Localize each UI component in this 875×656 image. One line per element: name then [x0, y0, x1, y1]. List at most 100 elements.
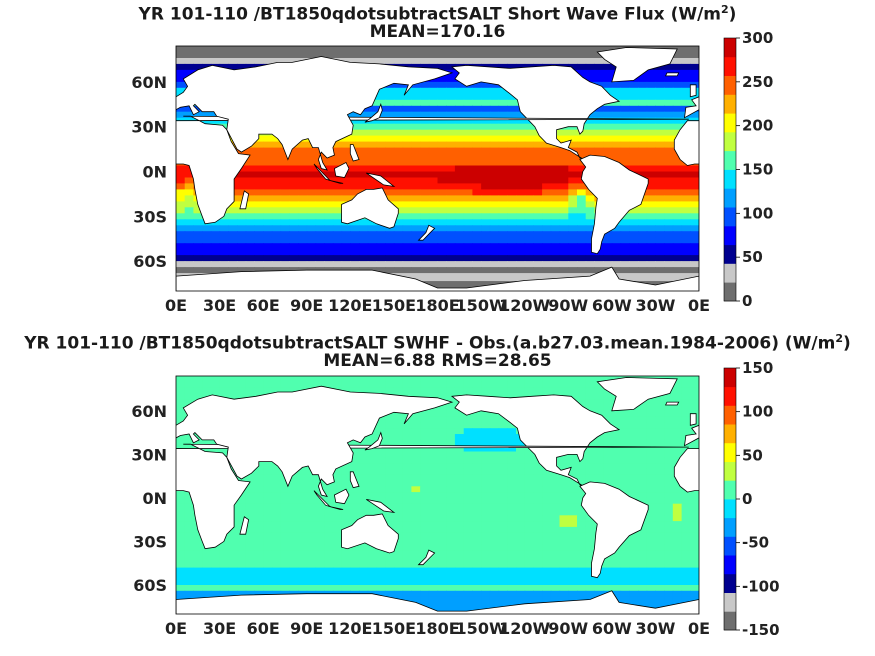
heatmap-cell [289, 249, 299, 256]
heatmap-cell [507, 213, 517, 220]
heatmap-cell [193, 207, 203, 214]
heatmap-cell [629, 544, 639, 551]
heatmap-cell [324, 497, 334, 505]
heatmap-cell [367, 183, 378, 190]
heatmap-cell [516, 376, 526, 383]
heatmap-cell [655, 81, 665, 89]
heatmap-cell [446, 135, 456, 143]
heatmap-cell [446, 105, 456, 113]
heatmap-cell [359, 480, 369, 487]
heatmap-cell [681, 255, 691, 262]
heatmap-cell [420, 255, 430, 262]
heatmap-cell [454, 93, 465, 101]
heatmap-cell [420, 561, 430, 569]
heatmap-cell [298, 261, 308, 268]
heatmap-cell [585, 267, 595, 274]
heatmap-cell [516, 165, 526, 173]
heatmap-cell [219, 556, 229, 563]
heatmap-cell [367, 503, 378, 511]
heatmap-cell [402, 457, 412, 464]
colorbar-segment [724, 169, 736, 189]
heatmap-cell [533, 171, 543, 179]
heatmap-cell [681, 117, 691, 125]
heatmap-cell [498, 451, 508, 458]
heatmap-cell [332, 147, 343, 155]
heatmap-cell [681, 237, 691, 244]
heatmap-cell [672, 243, 683, 250]
heatmap-cell [550, 58, 561, 65]
heatmap-cell [655, 602, 665, 609]
heatmap-cell [516, 261, 526, 268]
heatmap-cell [577, 376, 587, 383]
heatmap-cell [385, 503, 395, 511]
heatmap-cell [263, 249, 273, 256]
heatmap-cell [298, 237, 308, 244]
heatmap-cell [315, 231, 325, 238]
heatmap-cell [411, 538, 421, 545]
heatmap-cell [332, 207, 343, 214]
heatmap-cell [280, 177, 290, 185]
heatmap-cell [263, 515, 273, 522]
heatmap-cell [420, 509, 430, 516]
heatmap-cell [359, 231, 369, 238]
heatmap-cell [350, 457, 360, 464]
heatmap-cell [620, 237, 630, 244]
heatmap-cell [428, 183, 439, 190]
heatmap-cell [498, 117, 508, 125]
heatmap-cell [542, 376, 552, 383]
heatmap-cell [428, 249, 439, 256]
heatmap-cell [298, 486, 308, 493]
heatmap-cell [446, 544, 456, 551]
heatmap-cell [542, 550, 552, 557]
x-tick-label: 90E [290, 296, 323, 315]
heatmap-cell [271, 225, 282, 232]
heatmap-cell [420, 422, 430, 429]
heatmap-cell [385, 159, 395, 167]
heatmap-cell [690, 255, 699, 262]
heatmap-cell [481, 590, 491, 598]
heatmap-cell [376, 579, 386, 586]
heatmap-cell [245, 573, 255, 580]
heatmap-cell [550, 219, 561, 226]
heatmap-cell [228, 387, 238, 394]
heatmap-cell [559, 195, 569, 202]
heatmap-cell [359, 567, 369, 574]
heatmap-cell [176, 213, 186, 220]
heatmap-cell [306, 474, 317, 482]
heatmap-cell [638, 451, 648, 458]
heatmap-cell [594, 129, 604, 137]
heatmap-cell [498, 123, 508, 131]
heatmap-cell [524, 376, 534, 383]
heatmap-cell [367, 225, 378, 232]
heatmap-cell [524, 261, 534, 268]
heatmap-cell [332, 219, 343, 226]
heatmap-cell [611, 147, 622, 155]
heatmap-cell [690, 422, 699, 429]
heatmap-cell [533, 567, 543, 574]
heatmap-cell [611, 249, 622, 256]
heatmap-cell [446, 422, 456, 429]
heatmap-cell [585, 195, 595, 202]
heatmap-cell [638, 486, 648, 493]
heatmap-cell [184, 243, 194, 250]
heatmap-cell [603, 410, 613, 418]
heatmap-cell [585, 463, 595, 470]
heatmap-cell [437, 219, 447, 226]
heatmap-cell [376, 474, 386, 482]
heatmap-cell [332, 183, 343, 190]
heatmap-cell [454, 123, 465, 131]
heatmap-cell [263, 159, 273, 167]
heatmap-cell [271, 503, 282, 511]
heatmap-cell [533, 267, 543, 274]
heatmap-cell [498, 561, 508, 569]
heatmap-cell [629, 416, 639, 423]
heatmap-cell [437, 267, 447, 274]
heatmap-cell [489, 410, 500, 418]
heatmap-cell [210, 561, 221, 569]
heatmap-cell [594, 387, 604, 394]
continent [837, 164, 853, 181]
heatmap-cell [332, 231, 343, 238]
heatmap-cell [271, 532, 282, 540]
heatmap-cell [437, 468, 447, 476]
heatmap-cell [681, 428, 691, 435]
